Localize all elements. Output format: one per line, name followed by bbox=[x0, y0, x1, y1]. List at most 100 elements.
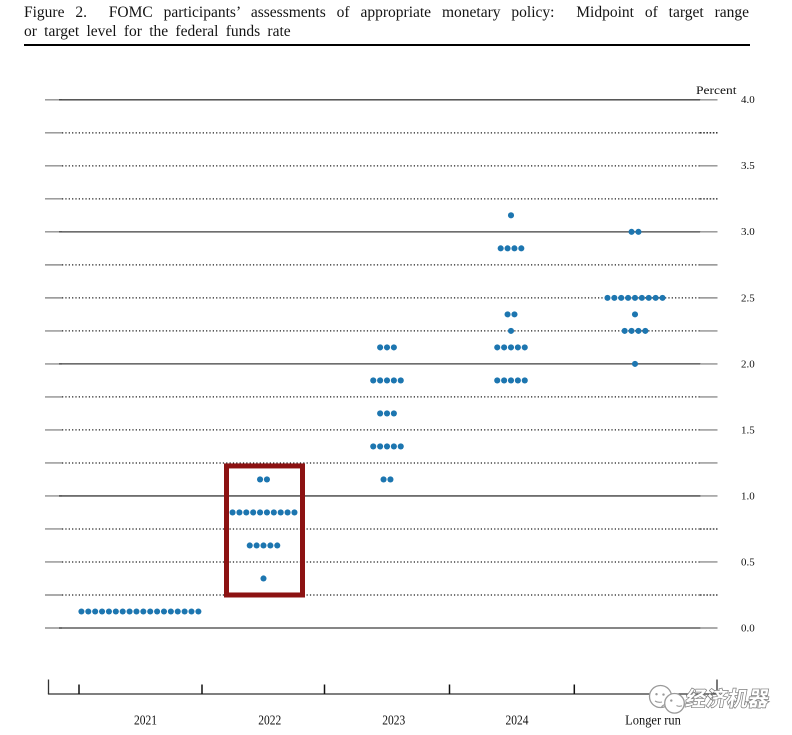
projection-dot-2021 bbox=[112, 608, 119, 615]
figure-caption-line1: Figure 2. FOMC participants’ assessments… bbox=[24, 4, 749, 21]
projection-dot-2024 bbox=[507, 377, 515, 384]
projection-dot-longer-run bbox=[635, 327, 642, 334]
projection-dot-2022 bbox=[229, 509, 236, 516]
projection-dot-2024 bbox=[521, 344, 528, 351]
projection-dot-2022 bbox=[277, 509, 284, 516]
y-axis-tick-label: 0.5 bbox=[741, 557, 755, 568]
projection-dot-2021 bbox=[181, 608, 188, 615]
y-axis-tick-label: 4.0 bbox=[741, 95, 755, 106]
projection-dot-2023 bbox=[383, 344, 391, 351]
projection-dot-2023 bbox=[387, 476, 394, 483]
watermark-text bbox=[684, 687, 772, 709]
axis-labels-layer: Percent 4.0 3.5 3.0 2.5 2.0 1.5 1.0 0.5 0.0 bbox=[696, 84, 755, 634]
projection-dot-2022 bbox=[267, 542, 274, 549]
projection-dot-2021 bbox=[78, 608, 85, 615]
x-axis-label-2024: 2024 bbox=[506, 713, 529, 728]
y-axis-tick-label: 3.0 bbox=[741, 227, 755, 238]
projection-dot-2024 bbox=[511, 245, 518, 252]
x-axis-label-2022: 2022 bbox=[258, 713, 281, 728]
figure-caption: Figure 2. FOMC participants’ assessments… bbox=[24, 4, 749, 42]
x-axis-label-2021: 2021 bbox=[134, 713, 157, 728]
projection-dot-2021 bbox=[99, 608, 106, 615]
projection-dot-2022 bbox=[263, 509, 270, 516]
projection-dot-longer-run bbox=[642, 327, 649, 334]
projection-dot-longer-run bbox=[645, 294, 652, 301]
projection-dot-2022 bbox=[246, 542, 253, 549]
figure-caption-line2: or target level for the federal funds ra… bbox=[24, 22, 291, 40]
projection-dot-longer-run bbox=[618, 294, 625, 301]
projection-dot-2022 bbox=[274, 542, 281, 549]
y-axis-tick-label: 1.0 bbox=[741, 491, 755, 502]
projection-dot-2022 bbox=[250, 509, 257, 516]
projection-dot-2022 bbox=[236, 509, 243, 516]
projection-dot-2022 bbox=[291, 509, 298, 516]
projection-dot-2023 bbox=[397, 443, 404, 450]
projection-dot-2023 bbox=[377, 377, 384, 384]
projection-dot-2021 bbox=[140, 608, 147, 615]
projection-dot-2023 bbox=[370, 377, 377, 384]
projection-dot-2024 bbox=[504, 311, 511, 318]
projection-dot-2023 bbox=[390, 377, 397, 384]
watermark-glyph bbox=[705, 687, 730, 709]
projection-dot-2024 bbox=[507, 212, 515, 219]
projection-dot-longer-run bbox=[631, 360, 639, 367]
projection-dot-longer-run bbox=[635, 228, 642, 235]
projection-dot-longer-run bbox=[659, 294, 666, 301]
projection-dot-2021 bbox=[119, 608, 126, 615]
projection-dot-longer-run bbox=[628, 228, 635, 235]
caption-divider-rule bbox=[24, 44, 750, 47]
projection-dot-2023 bbox=[377, 443, 384, 450]
projection-dot-2023 bbox=[383, 443, 391, 450]
projection-dot-longer-run bbox=[638, 294, 645, 301]
projection-dot-2021 bbox=[126, 608, 133, 615]
projection-dot-2022 bbox=[253, 542, 260, 549]
projection-dot-2022 bbox=[284, 509, 291, 516]
projection-dot-2021 bbox=[195, 608, 202, 615]
watermark-glyph bbox=[684, 687, 709, 709]
projection-dot-longer-run bbox=[621, 327, 628, 334]
projection-dot-2024 bbox=[501, 344, 508, 351]
projection-dot-2021 bbox=[147, 608, 154, 615]
projection-dot-2023 bbox=[370, 443, 377, 450]
y-axis-tick-label: 3.5 bbox=[741, 161, 755, 172]
projection-dot-2022 bbox=[263, 476, 270, 483]
projection-dot-2024 bbox=[514, 377, 521, 384]
y-axis-tick-label: 2.0 bbox=[741, 359, 755, 370]
projection-dot-2023 bbox=[377, 344, 384, 351]
projection-dot-2023 bbox=[377, 410, 384, 417]
projection-dot-2023 bbox=[390, 410, 397, 417]
y-axis-tick-label: 0.0 bbox=[741, 623, 755, 634]
projection-dot-longer-run bbox=[625, 294, 632, 301]
y-axis-tick-label: 1.5 bbox=[741, 425, 755, 436]
projection-dot-2021 bbox=[154, 608, 161, 615]
projection-dot-longer-run bbox=[631, 311, 639, 318]
projection-dot-2024 bbox=[501, 377, 508, 384]
projection-dot-2024 bbox=[511, 311, 518, 318]
projection-dot-longer-run bbox=[611, 294, 618, 301]
gridlines-layer bbox=[45, 99, 718, 629]
watermark-glyph bbox=[746, 688, 772, 709]
projection-dot-2024 bbox=[497, 245, 504, 252]
projection-dot-2021 bbox=[92, 608, 99, 615]
projection-dot-longer-run bbox=[631, 294, 639, 301]
x-axis-label-longer-run: Longer run bbox=[625, 713, 681, 728]
y-axis-tick-label: 2.5 bbox=[741, 293, 755, 304]
projection-dot-2021 bbox=[174, 608, 181, 615]
projection-dot-2023 bbox=[390, 344, 397, 351]
projection-dot-2024 bbox=[504, 245, 511, 252]
projection-dot-2022 bbox=[260, 542, 267, 549]
x-axis-label-2023: 2023 bbox=[382, 713, 405, 728]
projection-dot-longer-run bbox=[604, 294, 611, 301]
projection-dot-longer-run bbox=[652, 294, 659, 301]
projection-dot-2023 bbox=[397, 377, 404, 384]
projection-dot-2023 bbox=[383, 377, 391, 384]
projection-dot-2021 bbox=[167, 608, 174, 615]
projection-dot-2021 bbox=[105, 608, 112, 615]
projection-dot-2024 bbox=[518, 245, 525, 252]
projection-dot-2021 bbox=[85, 608, 92, 615]
projection-dot-2024 bbox=[514, 344, 521, 351]
projection-dot-2022 bbox=[260, 575, 267, 582]
projection-dot-2022 bbox=[270, 509, 277, 516]
watermark-glyph bbox=[725, 687, 751, 709]
